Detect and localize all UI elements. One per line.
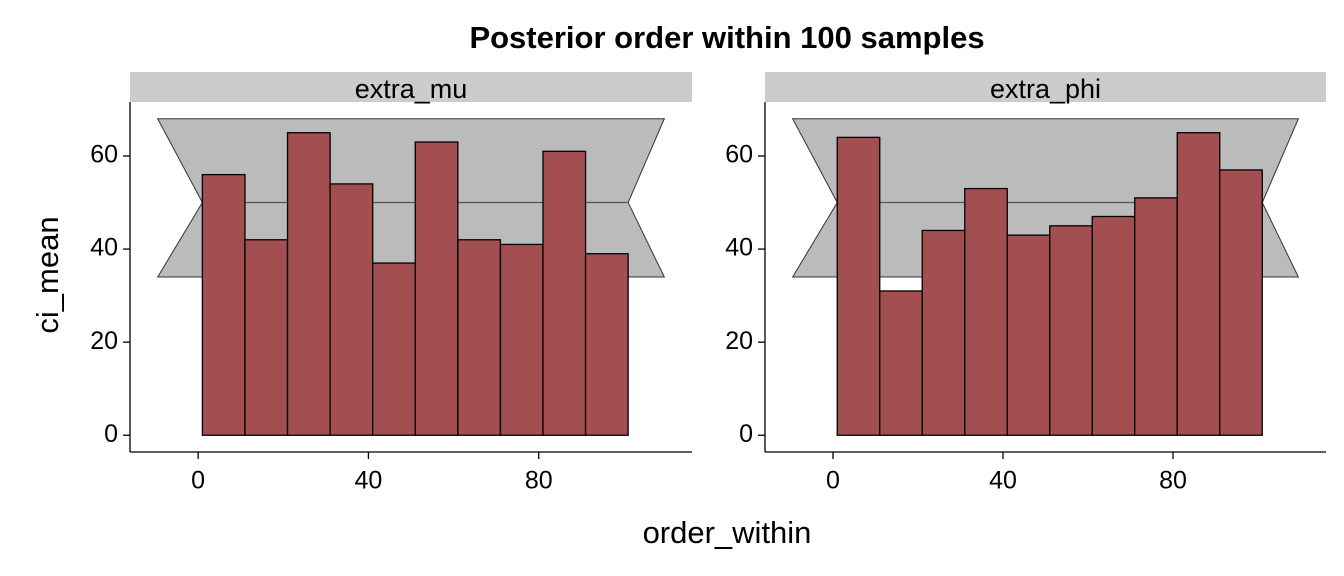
x-tick-label: 40 — [989, 467, 1017, 495]
bar — [414, 141, 459, 436]
x-axis-label: order_within — [643, 515, 812, 550]
y-tick-label: 0 — [739, 420, 753, 448]
bar — [457, 239, 502, 436]
facet-strip — [765, 72, 1326, 102]
y-tick-label: 60 — [725, 141, 753, 169]
x-tick-label: 80 — [525, 467, 553, 495]
bar — [286, 132, 331, 436]
bar — [372, 262, 416, 436]
y-tick-label: 60 — [90, 141, 118, 169]
bar — [921, 229, 966, 436]
y-tick-label: 0 — [104, 420, 118, 448]
bar — [964, 187, 1008, 436]
x-tick-label: 0 — [826, 467, 840, 495]
facet-strip — [130, 72, 692, 102]
y-tick-label: 40 — [90, 234, 118, 262]
x-tick-label: 40 — [355, 467, 383, 495]
bar — [244, 239, 289, 436]
bar — [1176, 132, 1221, 436]
facet-label: extra_mu — [355, 74, 468, 104]
facet-label: extra_phi — [990, 74, 1101, 104]
bar — [1134, 197, 1178, 436]
y-tick-label: 40 — [725, 234, 753, 262]
bar — [542, 150, 587, 436]
bar — [1006, 234, 1051, 436]
y-tick-label: 20 — [725, 327, 753, 355]
x-tick-label: 80 — [1159, 467, 1187, 495]
bar — [1049, 225, 1093, 436]
bar — [329, 183, 374, 436]
y-tick-label: 20 — [90, 327, 118, 355]
bar — [1219, 169, 1263, 436]
bar — [584, 253, 629, 436]
bar — [1091, 215, 1136, 436]
bar — [201, 173, 246, 436]
chart-title: Posterior order within 100 samples — [469, 20, 984, 55]
y-axis-label: ci_mean — [30, 216, 65, 333]
bar — [499, 243, 544, 436]
x-tick-label: 0 — [191, 467, 205, 495]
bar — [879, 290, 923, 436]
bar — [836, 136, 881, 436]
